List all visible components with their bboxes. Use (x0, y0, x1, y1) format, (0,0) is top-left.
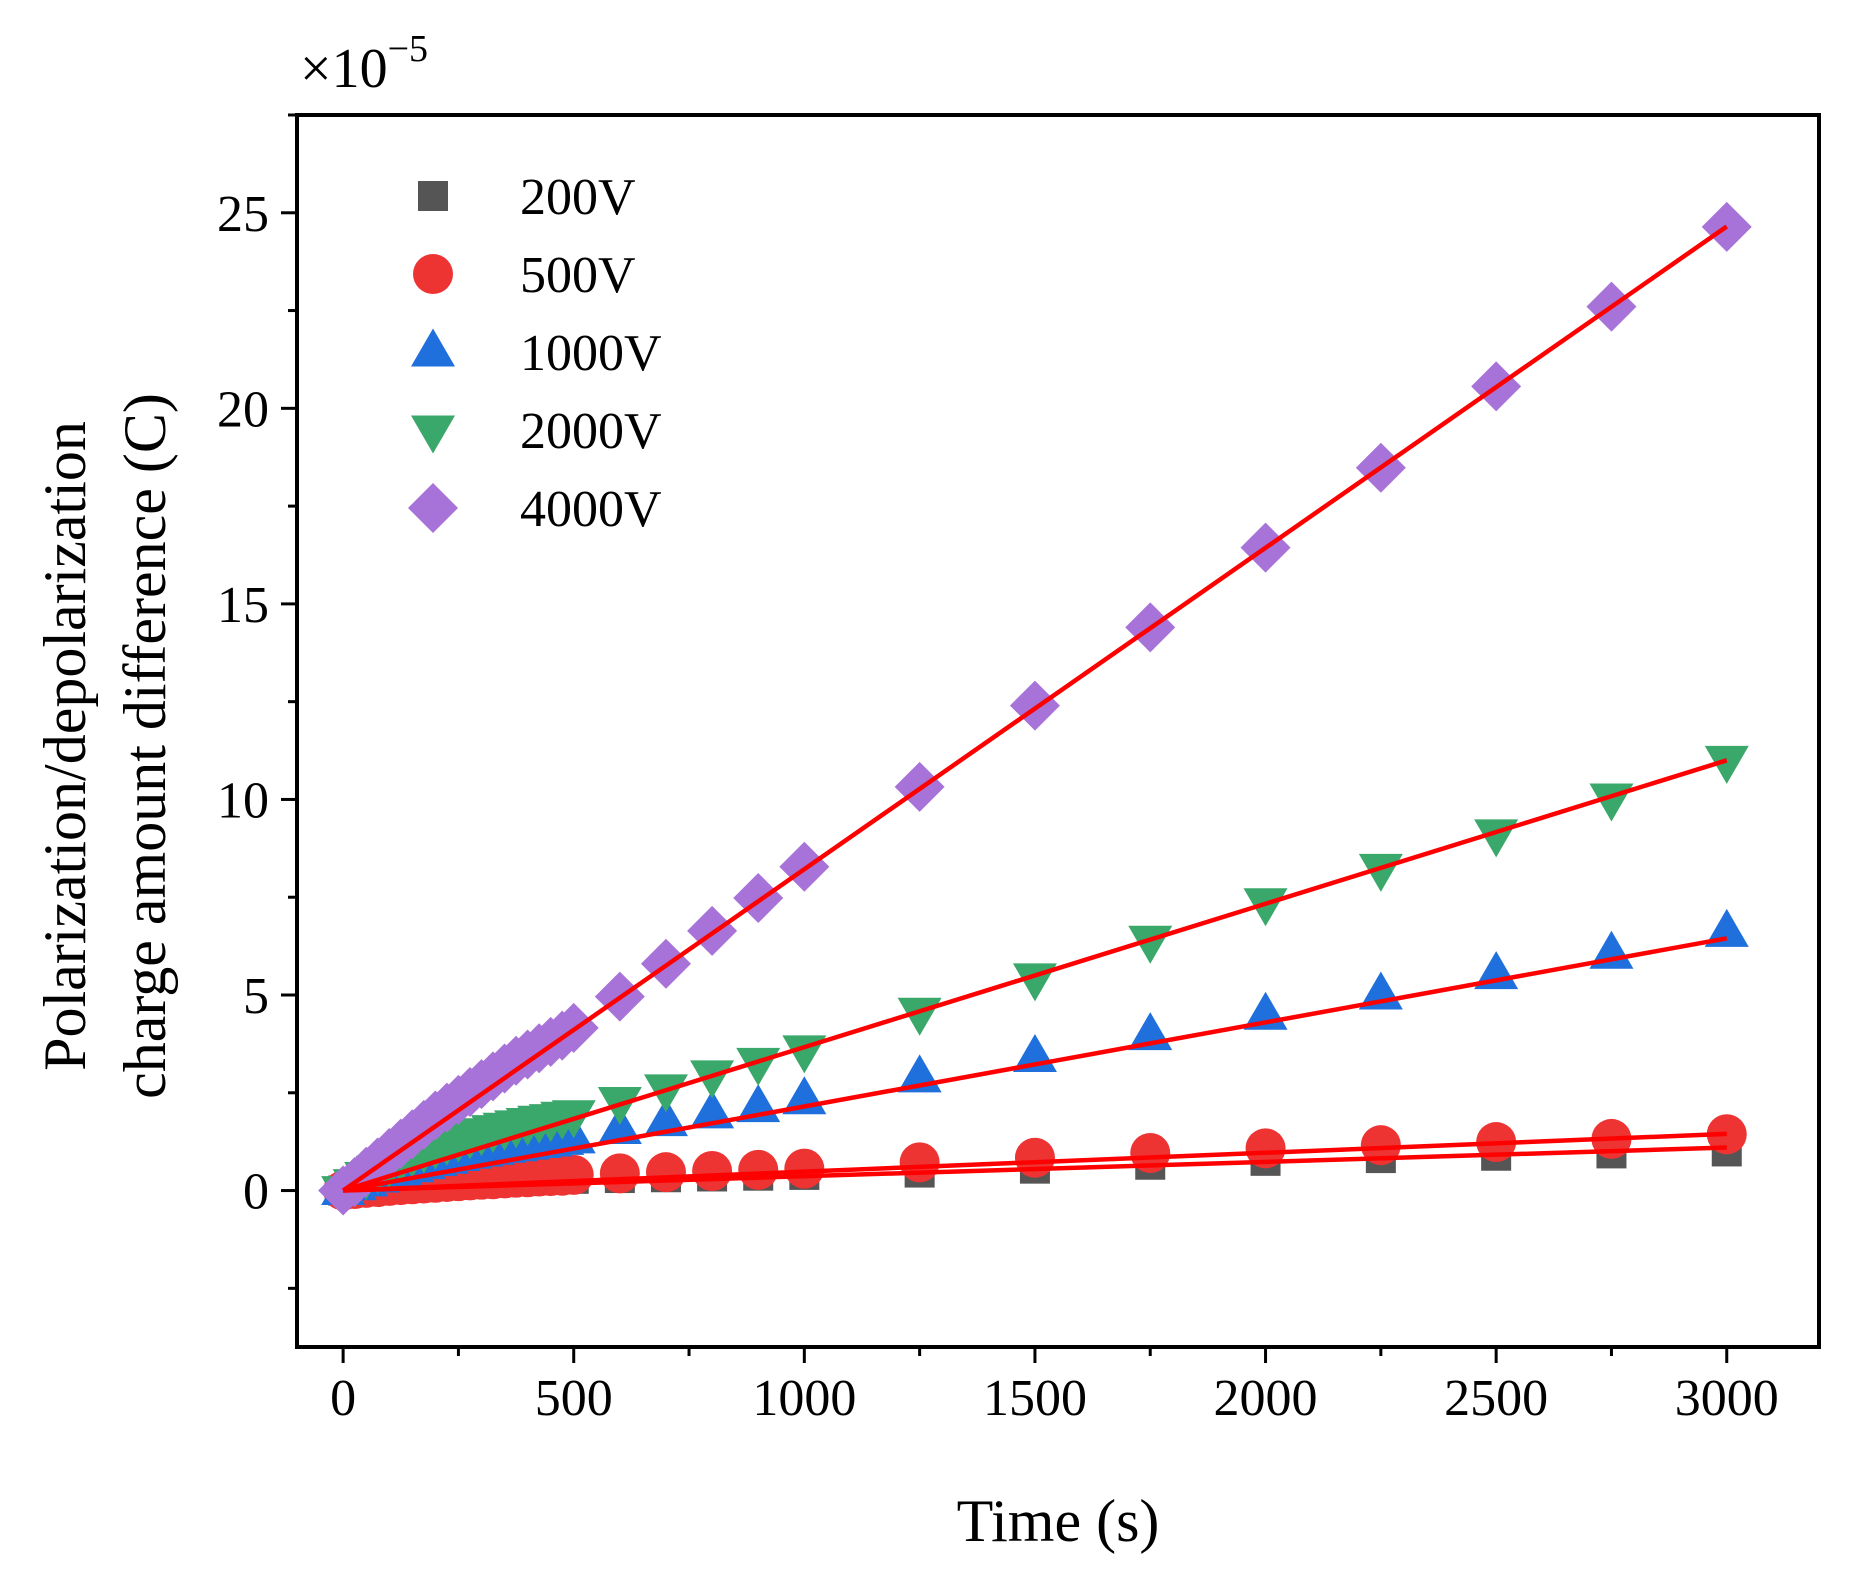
y-axis-title-line1: Polarization/depolarization (32, 421, 98, 1071)
legend-item-500V: 500V (413, 247, 636, 304)
legend-item-1000V: 1000V (411, 325, 662, 382)
legend-item-2000V: 2000V (411, 403, 662, 460)
data-point (643, 1074, 688, 1113)
plot-frame (295, 113, 1821, 1349)
y-axis-multiplier: ×10−5 (300, 28, 428, 100)
fit-line-4000V (341, 224, 1729, 1193)
data-point (784, 1148, 825, 1189)
x-tick-label: 1000 (752, 1370, 856, 1427)
data-point (643, 1098, 688, 1137)
legend-label: 4000V (520, 481, 662, 538)
legend-label: 200V (520, 169, 636, 226)
fit-lines (341, 224, 1729, 1193)
x-tick-label: 500 (535, 1370, 613, 1427)
legend-label: 2000V (520, 403, 662, 460)
legend-marker (413, 254, 453, 294)
fit-line-200V (343, 1145, 1727, 1193)
y-tick-label: 20 (217, 381, 269, 438)
data-point (690, 1090, 735, 1129)
data-point (645, 1152, 686, 1193)
x-axis: 0 500 1000 1500 2000 2500 3000 (330, 1347, 1779, 1427)
data-point (597, 1105, 642, 1144)
data-point (1704, 745, 1749, 784)
fit-line-2000V (342, 758, 1728, 1193)
y-axis-title-line2: charge amount difference (C) (112, 393, 178, 1099)
legend-marker (418, 181, 448, 211)
x-tick-label: 1500 (983, 1370, 1087, 1427)
y-tick-label: 5 (243, 968, 269, 1025)
y-axis-multiplier-base: ×10 (300, 38, 388, 100)
y-axis: 0 5 10 15 20 25 (217, 113, 297, 1290)
y-tick-label: 15 (217, 577, 269, 634)
legend-label: 1000V (520, 325, 662, 382)
legend-marker (411, 328, 455, 367)
data-point (899, 1142, 940, 1183)
legend-item-4000V: 4000V (408, 481, 662, 538)
legend-marker (408, 483, 458, 533)
data-point (692, 1151, 733, 1191)
data-point (1245, 1128, 1286, 1169)
legend-marker (411, 415, 455, 454)
x-axis-title: Time (s) (957, 1488, 1160, 1554)
data-point (738, 1149, 779, 1190)
x-tick-label: 2500 (1444, 1370, 1548, 1427)
x-tick-label: 2000 (1214, 1370, 1318, 1427)
y-tick-label: 0 (243, 1164, 269, 1221)
y-tick-label: 10 (217, 772, 269, 829)
data-point (1009, 680, 1060, 731)
data-point (1360, 1125, 1401, 1166)
data-point (1243, 888, 1288, 927)
legend: 200V 500V 1000V 2000V 4000V (408, 169, 662, 538)
x-tick-label: 0 (330, 1370, 356, 1427)
y-tick-label: 25 (217, 186, 269, 243)
data-point (690, 1060, 735, 1099)
data-point (553, 1154, 594, 1195)
legend-label: 500V (520, 247, 636, 304)
y-axis-multiplier-exp: −5 (388, 28, 428, 70)
data-point (1704, 908, 1749, 947)
fit-line-500V (343, 1131, 1727, 1193)
legend-item-200V: 200V (418, 169, 636, 226)
data-point (599, 1153, 640, 1194)
fit-line-1000V (342, 936, 1728, 1193)
x-tick-label: 3000 (1675, 1370, 1779, 1427)
